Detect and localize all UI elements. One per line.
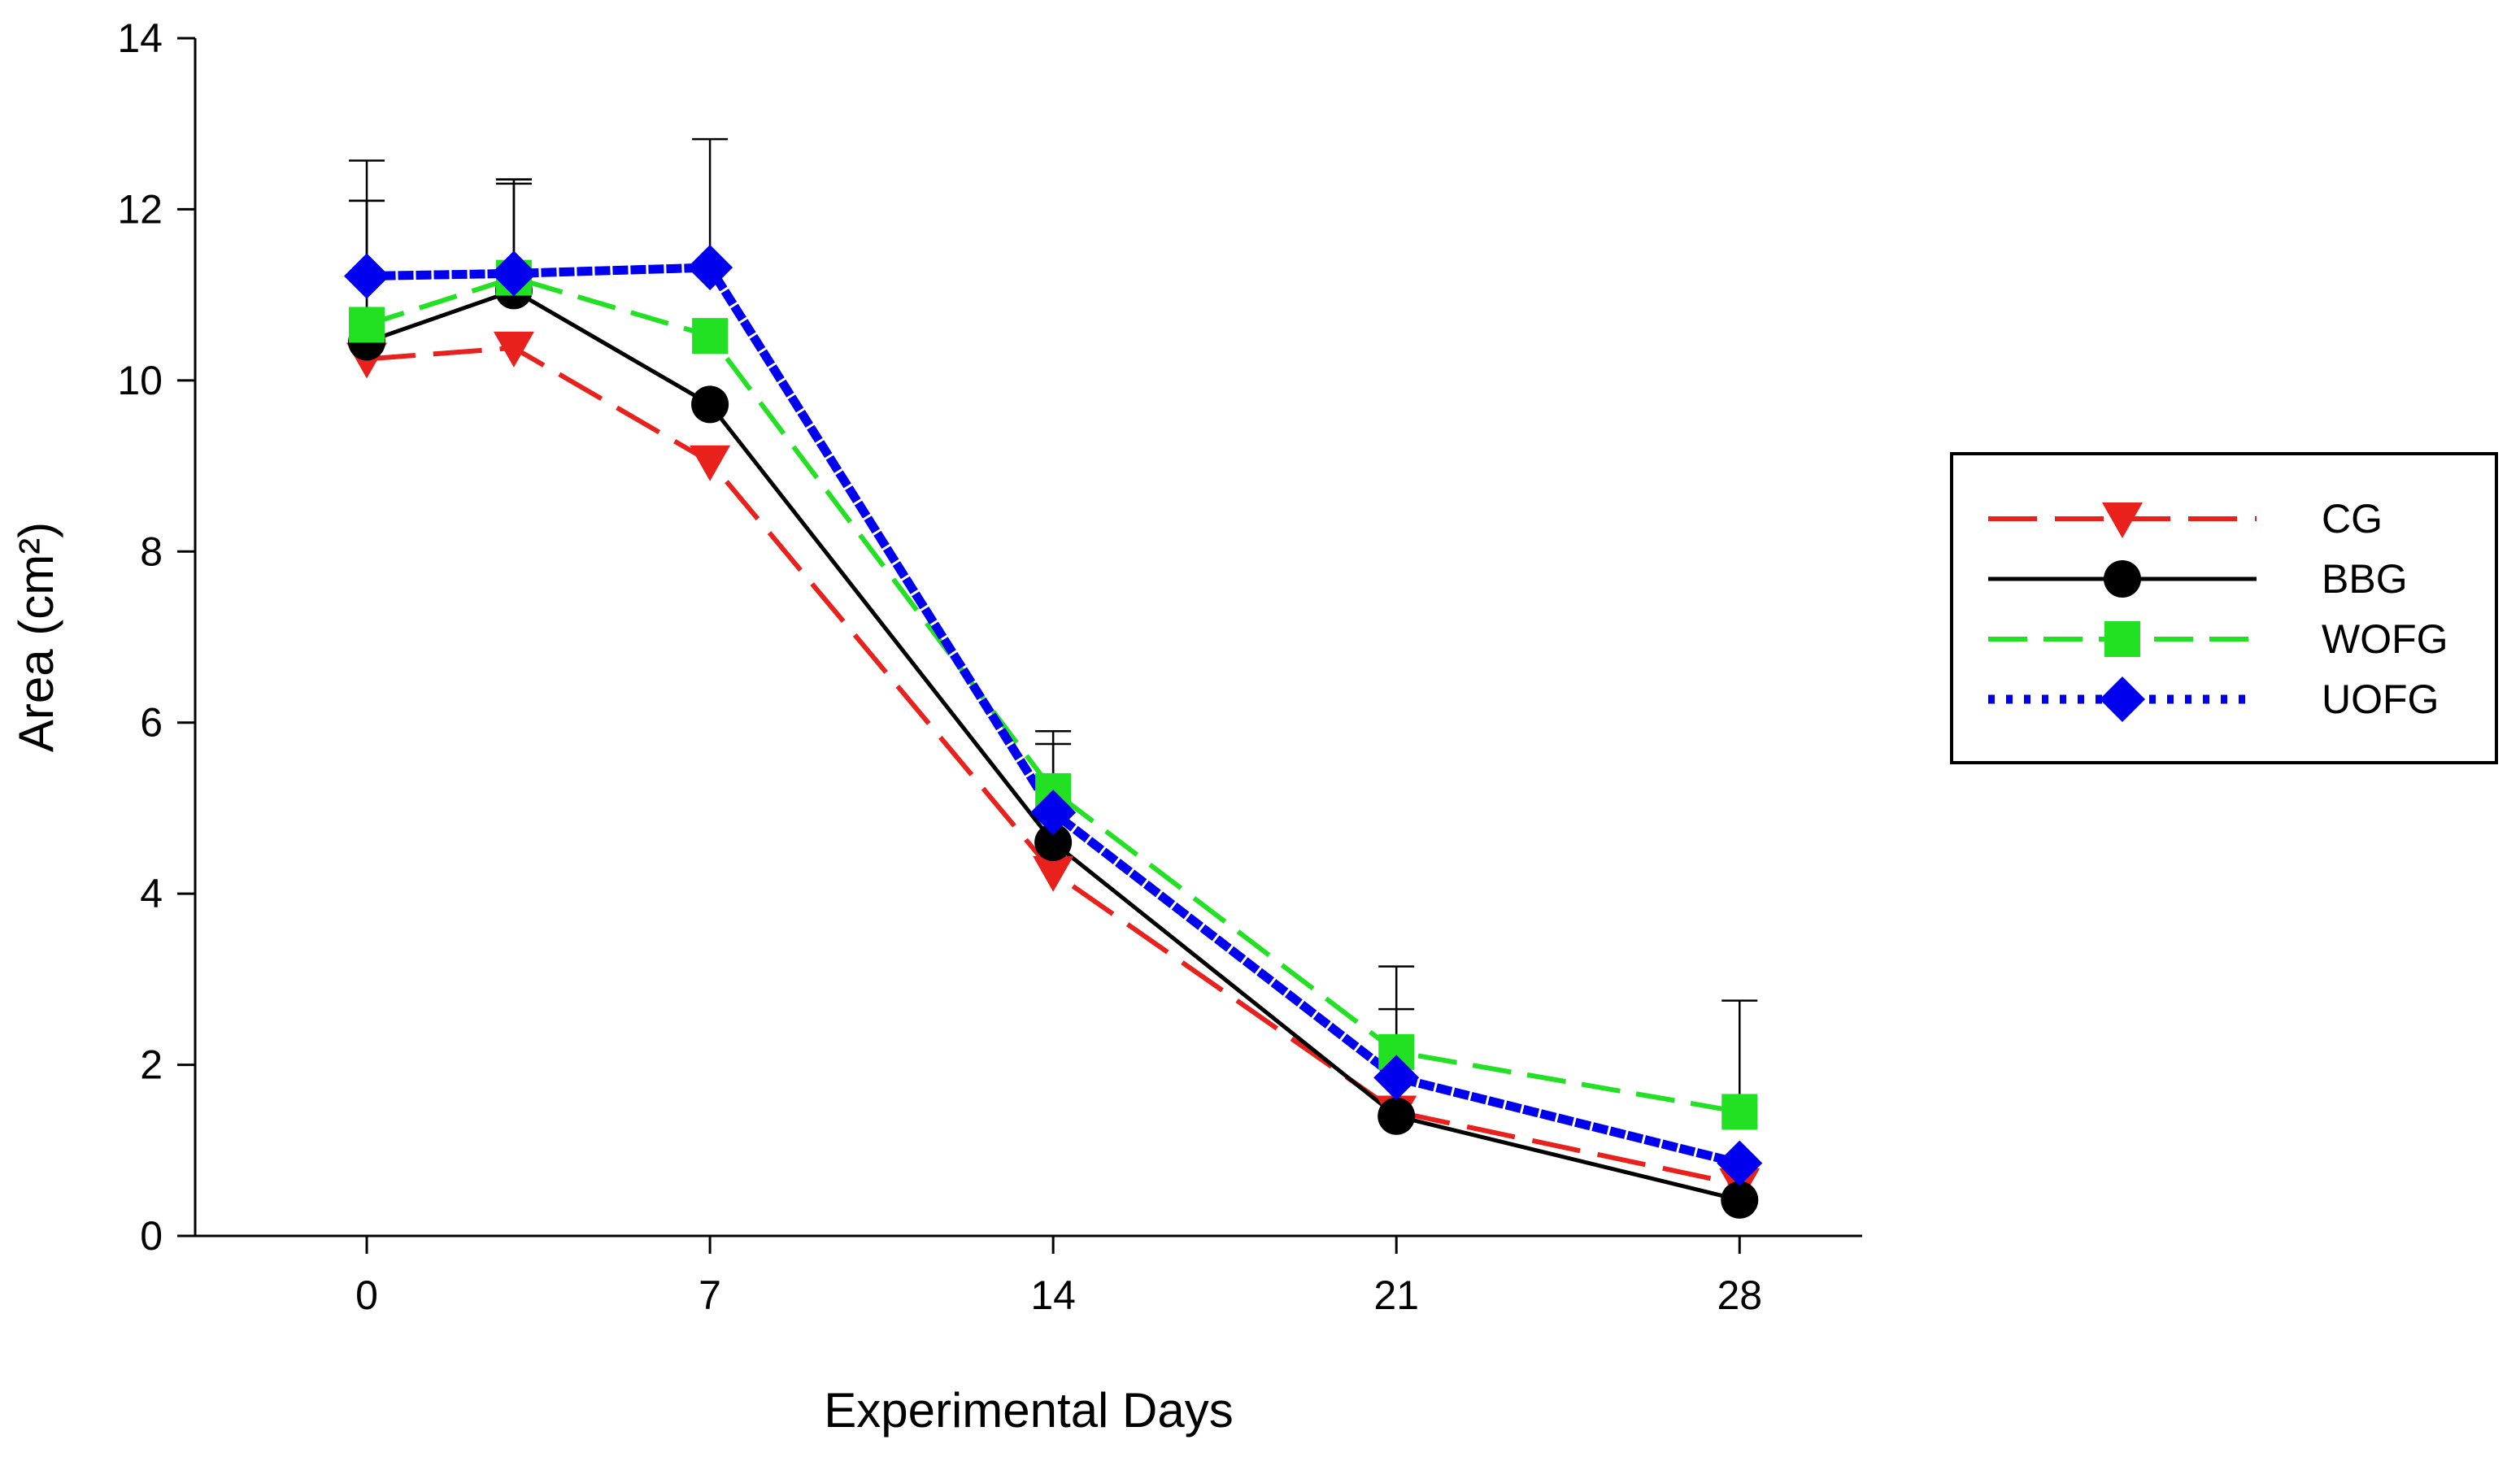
- series-line-uofg: [362, 263, 1745, 1169]
- data-point: [493, 331, 534, 368]
- x-tick-label: 7: [699, 1272, 721, 1318]
- series-line-wofg: [366, 275, 1740, 1115]
- legend-marker: [2104, 560, 2141, 598]
- data-point: [1034, 824, 1073, 862]
- series-line-bbg: [366, 288, 1740, 1203]
- x-axis-label: Experimental Days: [824, 1383, 1234, 1438]
- legend-label: UOFG: [2322, 676, 2439, 722]
- data-point: [490, 250, 537, 297]
- data-point: [1033, 855, 1074, 892]
- y-tick-label: 14: [117, 15, 163, 61]
- x-tick-label: 14: [1030, 1272, 1076, 1318]
- y-tick-label: 6: [140, 700, 163, 746]
- y-tick-label: 8: [140, 529, 163, 574]
- y-tick-label: 4: [140, 871, 163, 916]
- y-tick-label: 2: [140, 1042, 163, 1088]
- y-axis-label: Area (cm²): [9, 522, 63, 752]
- legend: CG BBG WOFG UOFG: [1950, 452, 2498, 764]
- x-tick-label: 0: [355, 1272, 378, 1318]
- axes: 0 2 4 6 8 10 12 14 0 7 14 21 28: [117, 15, 1862, 1318]
- legend-entry-uofg: UOFG: [1988, 676, 2439, 722]
- data-point: [1030, 790, 1077, 836]
- y-tick-label: 12: [117, 186, 163, 232]
- legend-entry-cg: CG: [1988, 496, 2383, 542]
- series-line-cg: [366, 345, 1740, 1187]
- data-point: [687, 244, 733, 290]
- data-point: [690, 445, 731, 481]
- legend-entry-bbg: BBG: [1988, 556, 2408, 602]
- x-tick-label: 28: [1717, 1272, 1762, 1318]
- error-bars-wofg: [349, 182, 1758, 1112]
- series-markers-wofg: [349, 259, 1758, 1130]
- x-tick-label: 21: [1373, 1272, 1419, 1318]
- data-point: [691, 385, 729, 424]
- legend-label: CG: [2322, 496, 2383, 542]
- legend-entry-wofg: WOFG: [1988, 616, 2448, 662]
- legend-label: BBG: [2322, 556, 2408, 602]
- series-layer: [344, 137, 1763, 1219]
- y-tick-label: 10: [117, 358, 163, 403]
- data-point: [1717, 1140, 1763, 1186]
- data-point: [344, 253, 390, 299]
- series-markers-uofg: [344, 244, 1763, 1186]
- legend-label: WOFG: [2322, 616, 2448, 662]
- legend-marker: [2100, 676, 2145, 722]
- legend-marker: [2102, 502, 2143, 538]
- legend-marker: [2104, 621, 2140, 657]
- data-point: [1378, 1097, 1416, 1135]
- data-point: [1721, 1181, 1759, 1219]
- legend-box: [1950, 452, 2498, 764]
- y-tick-label: 0: [140, 1213, 163, 1259]
- data-point: [1721, 1094, 1758, 1130]
- data-point: [692, 318, 729, 355]
- data-point: [349, 307, 385, 343]
- data-point: [1373, 1055, 1420, 1101]
